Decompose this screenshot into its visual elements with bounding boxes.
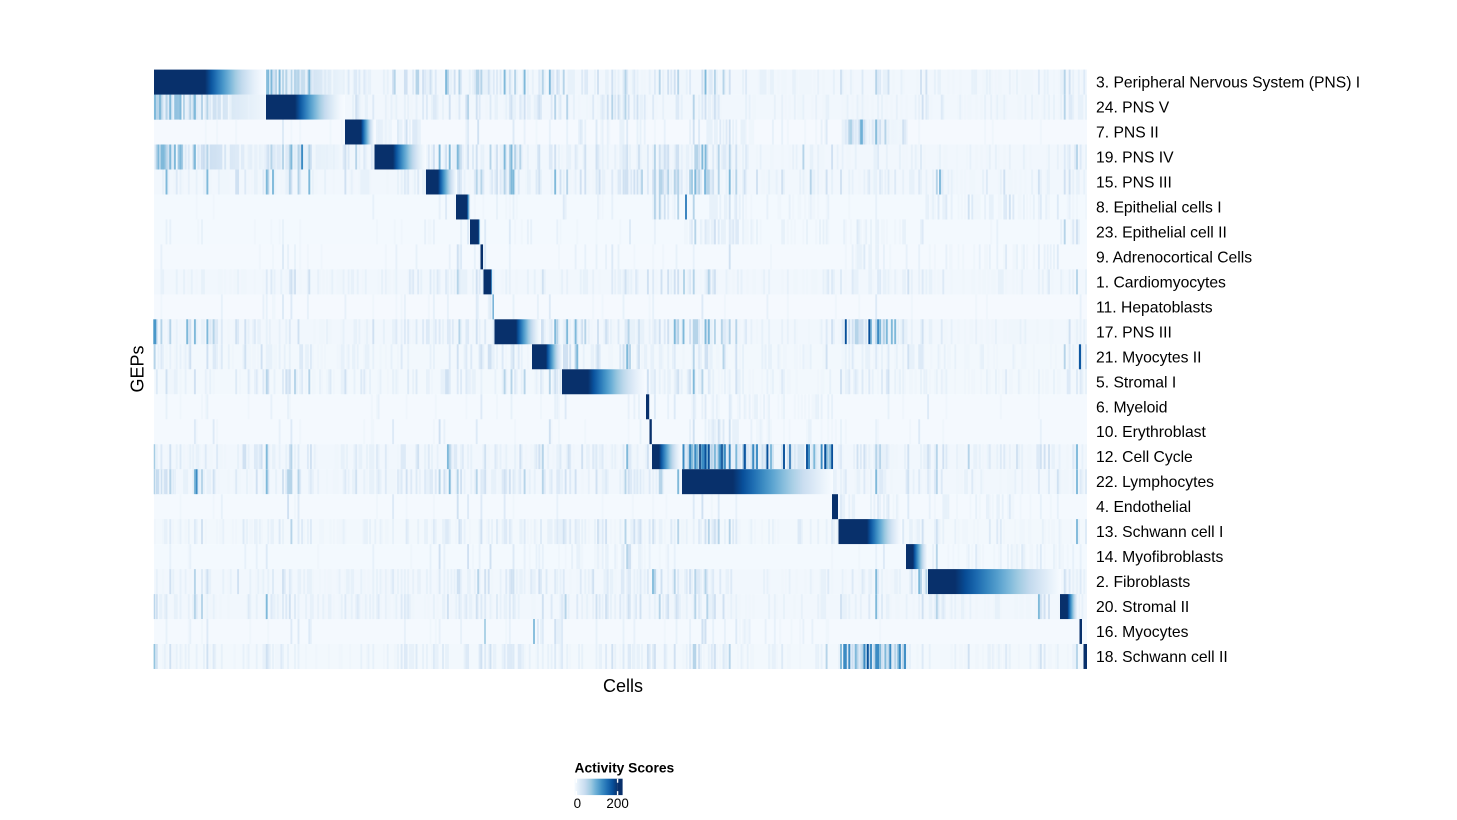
svg-text:4. Endothelial: 4. Endothelial [1096,499,1191,516]
svg-text:2. Fibroblasts: 2. Fibroblasts [1096,574,1190,591]
svg-text:200: 200 [606,796,628,811]
svg-text:10. Erythroblast: 10. Erythroblast [1096,424,1207,441]
svg-text:0: 0 [574,796,581,811]
svg-text:14. Myofibroblasts: 14. Myofibroblasts [1096,549,1223,566]
svg-text:13. Schwann cell I: 13. Schwann cell I [1096,524,1223,541]
svg-text:9. Adrenocortical Cells: 9. Adrenocortical Cells [1096,249,1252,266]
svg-text:16. Myocytes: 16. Myocytes [1096,624,1189,641]
svg-text:22. Lymphocytes: 22. Lymphocytes [1096,474,1214,491]
svg-text:Activity Scores: Activity Scores [575,760,675,775]
svg-text:19. PNS IV: 19. PNS IV [1096,150,1174,167]
svg-text:8. Epithelial cells I: 8. Epithelial cells I [1096,200,1222,217]
svg-text:17. PNS III: 17. PNS III [1096,324,1172,341]
svg-text:1. Cardiomyocytes: 1. Cardiomyocytes [1096,274,1226,291]
svg-text:12. Cell Cycle: 12. Cell Cycle [1096,449,1193,466]
svg-text:21. Myocytes II: 21. Myocytes II [1096,349,1202,366]
svg-text:23. Epithelial cell II: 23. Epithelial cell II [1096,224,1227,241]
svg-text:3. Peripheral Nervous System (: 3. Peripheral Nervous System (PNS) I [1096,75,1360,92]
svg-text:18. Schwann cell II: 18. Schwann cell II [1096,649,1228,666]
svg-text:15. PNS III: 15. PNS III [1096,175,1172,192]
svg-text:11. Hepatoblasts: 11. Hepatoblasts [1096,299,1213,316]
svg-text:5. Stromal I: 5. Stromal I [1096,374,1176,391]
svg-text:GEPs: GEPs [128,345,148,392]
svg-text:6. Myeloid: 6. Myeloid [1096,399,1168,416]
svg-text:24. PNS V: 24. PNS V [1096,100,1170,117]
svg-text:20. Stromal II: 20. Stromal II [1096,599,1189,616]
svg-text:7. PNS II: 7. PNS II [1096,125,1159,142]
svg-text:Cells: Cells [603,676,643,696]
